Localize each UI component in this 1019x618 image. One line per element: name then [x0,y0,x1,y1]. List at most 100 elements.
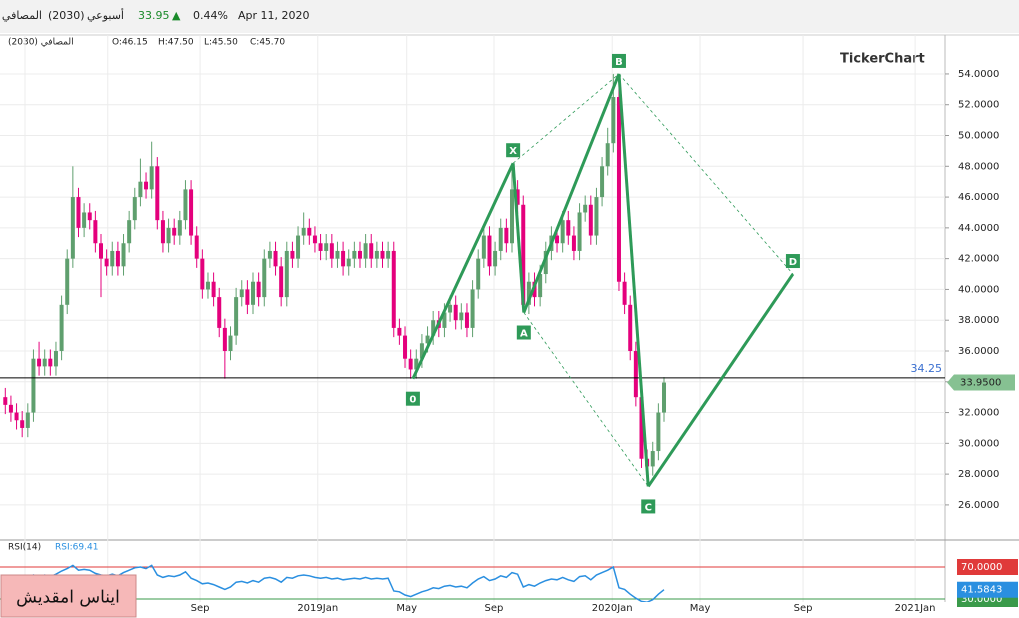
candle-body [228,335,233,351]
candle-body [37,358,42,367]
candle-body [509,189,514,244]
candle-body [172,227,177,236]
candle-body [616,97,621,282]
candle-body [380,250,385,259]
candle-body [290,250,295,259]
pattern-point-box [405,391,420,406]
candle-body [515,189,520,205]
date: Apr 11, 2020 [238,9,310,22]
candle-body [149,166,154,190]
candle-body [346,258,351,267]
ohlc-value: L:45.50 [204,38,238,48]
candle-body [8,404,13,413]
y-tick-label: 46.0000 [958,192,999,203]
candle-body [104,258,109,267]
x-tick-label: 2020Jan [592,603,633,614]
candle-body [211,281,216,298]
pattern-point-label: C [645,502,652,513]
ohlc-value: O:46.15 [112,38,148,48]
candle-body [605,143,610,167]
candle-body [256,281,261,298]
pattern-point-label: A [520,329,528,340]
y-tick-label: 48.0000 [958,161,999,172]
candle-body [25,412,30,428]
candle-body [352,250,357,259]
candle-body [189,189,194,236]
price-panel [0,73,945,488]
candle-body [183,189,188,221]
candle-body [543,250,548,275]
candle-body [425,335,430,344]
stock-code: (2030) [48,9,85,22]
ohlc-value: H:47.50 [158,38,194,48]
candle-body [335,250,340,259]
y-tick-label: 54.0000 [958,69,999,80]
candle-body [493,250,498,267]
period: أسبوعي [87,8,124,22]
candle-body [132,197,137,221]
candle-body [144,181,149,190]
pattern-line [522,73,621,314]
x-tick-label: Sep [191,603,210,614]
pattern-point-label: 0 [409,395,416,406]
y-tick-label: 30.0000 [958,438,999,449]
candle-body [363,243,368,259]
candle-body [633,350,638,398]
candle-body [329,243,334,259]
pattern-dashed-line [512,73,620,164]
x-tick-label: 2019Jan [297,603,338,614]
rsi-reading: RSI:69.41 [55,543,98,553]
candle-body [588,204,593,236]
pattern-line [647,273,795,488]
candle-body [600,166,605,198]
candle-body [87,212,92,221]
candle-body [397,327,402,336]
rsi-level-box [957,559,1018,575]
candle-body [245,289,250,305]
candle-body [3,397,8,405]
candle-body [279,266,284,298]
candle-body [93,220,98,244]
candle-body [301,227,306,236]
candle-body [459,312,464,321]
candle-body [205,281,210,290]
candle-body [639,397,644,459]
rsi-title: RSI(14) [8,543,41,553]
candle-body [42,358,47,367]
stock-name: المصافي [2,9,42,22]
candle-body [234,297,239,336]
candle-body [628,304,633,351]
candle-body [115,250,120,267]
candle-body [296,235,301,259]
candle-body [453,304,458,321]
candle-body [76,197,81,228]
candle-body [611,97,616,144]
candle-body [284,250,289,298]
candle-body [577,212,582,251]
candle-body [222,327,227,351]
candle-body [476,258,481,290]
x-tick-label: May [396,603,417,614]
pattern-point-box [506,143,521,158]
candle-body [127,220,132,244]
candle-body [251,281,256,305]
pattern-dashed-line [618,73,794,275]
candle-body [155,166,160,221]
candle-body [571,235,576,251]
candle-body [262,258,267,298]
candle-body [521,204,526,305]
pattern-point-label: D [789,257,797,268]
candle-body [70,197,75,259]
watermark-box [0,574,137,618]
rsi-level-label: 70.0000 [961,562,1002,573]
candle-body [538,274,543,298]
ohlc-value: C:45.70 [250,38,285,48]
x-tick-label: 2021Jan [895,603,936,614]
candle-body [31,358,36,413]
y-tick-label: 32.0000 [958,408,999,419]
pattern-point-label: X [509,146,517,157]
candle-body [318,243,323,251]
candle-body [656,412,661,452]
candle-body [408,358,413,370]
